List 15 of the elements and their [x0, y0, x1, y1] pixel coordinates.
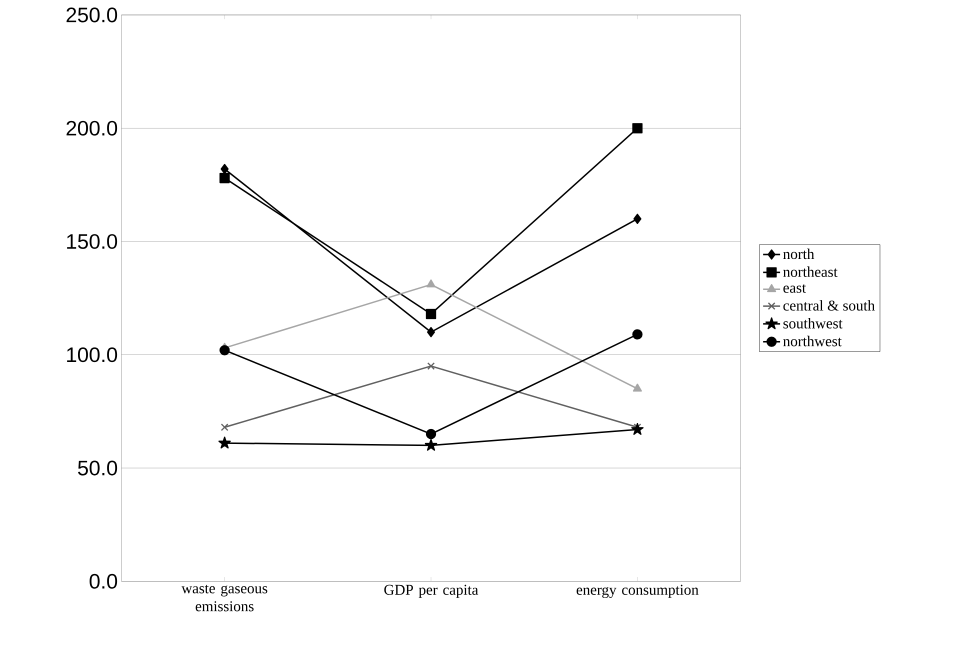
x-tick-label: waste gaseous emissions [181, 584, 268, 612]
x-tick-label: energy consumption [576, 584, 699, 598]
y-tick-label: 0.0 [90, 574, 118, 589]
legend-label: northeast [783, 266, 838, 277]
y-tick-label: 200.0 [66, 120, 118, 136]
x-tick-label: GDP per capita [384, 584, 478, 598]
legend-label: southwest [783, 318, 843, 328]
y-tick-label: 50.0 [78, 460, 118, 476]
legend-label: north [783, 248, 814, 260]
legend-label: central & south [783, 300, 875, 311]
legend-label: east [783, 284, 806, 293]
y-tick-label: 250.0 [66, 7, 118, 22]
y-tick-label: 100.0 [67, 347, 118, 362]
y-tick-label: 150.0 [67, 234, 118, 249]
legend-label: northwest [783, 336, 842, 346]
